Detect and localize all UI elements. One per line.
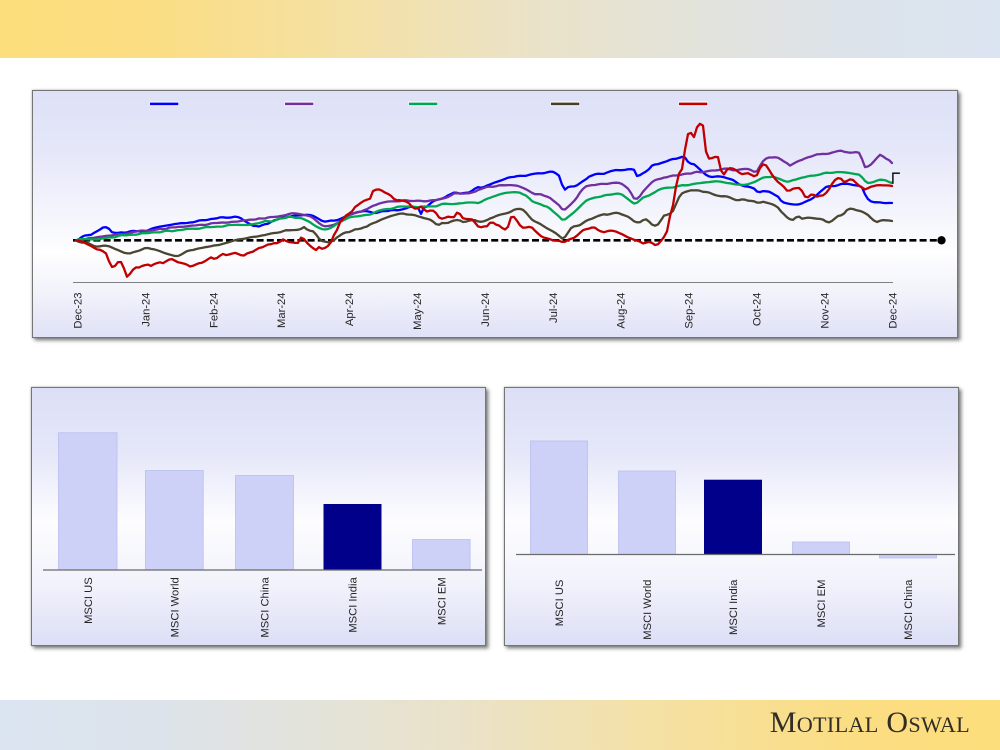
svg-text:Jan-24: Jan-24	[140, 292, 152, 326]
svg-text:MSCI World: MSCI World	[169, 577, 181, 637]
svg-text:MSCI US: MSCI US	[554, 579, 566, 626]
svg-text:Nov-24: Nov-24	[819, 292, 831, 328]
svg-text:MSCI India: MSCI India	[347, 576, 359, 632]
svg-text:MSCI EM: MSCI EM	[436, 577, 448, 625]
svg-text:Jun-24: Jun-24	[480, 292, 492, 326]
svg-text:Dec-24: Dec-24	[887, 292, 899, 328]
svg-text:Mar-24: Mar-24	[276, 292, 288, 327]
svg-text:May-24: May-24	[412, 292, 424, 329]
svg-text:Apr-24: Apr-24	[344, 292, 356, 326]
svg-text:Feb-24: Feb-24	[208, 292, 220, 327]
svg-text:Oct-24: Oct-24	[752, 292, 764, 326]
svg-text:Sep-24: Sep-24	[684, 292, 696, 328]
svg-text:MSCI China: MSCI China	[259, 576, 271, 637]
svg-text:Jul-24: Jul-24	[548, 292, 560, 322]
svg-text:MSCI India: MSCI India	[728, 578, 740, 634]
svg-text:Dec-23: Dec-23	[73, 292, 85, 328]
svg-text:MSCI EM: MSCI EM	[816, 579, 828, 627]
svg-text:MSCI China: MSCI China	[903, 578, 915, 639]
svg-text:Aug-24: Aug-24	[616, 292, 628, 328]
svg-text:MSCI US: MSCI US	[82, 577, 94, 624]
svg-text:MSCI World: MSCI World	[642, 579, 654, 639]
